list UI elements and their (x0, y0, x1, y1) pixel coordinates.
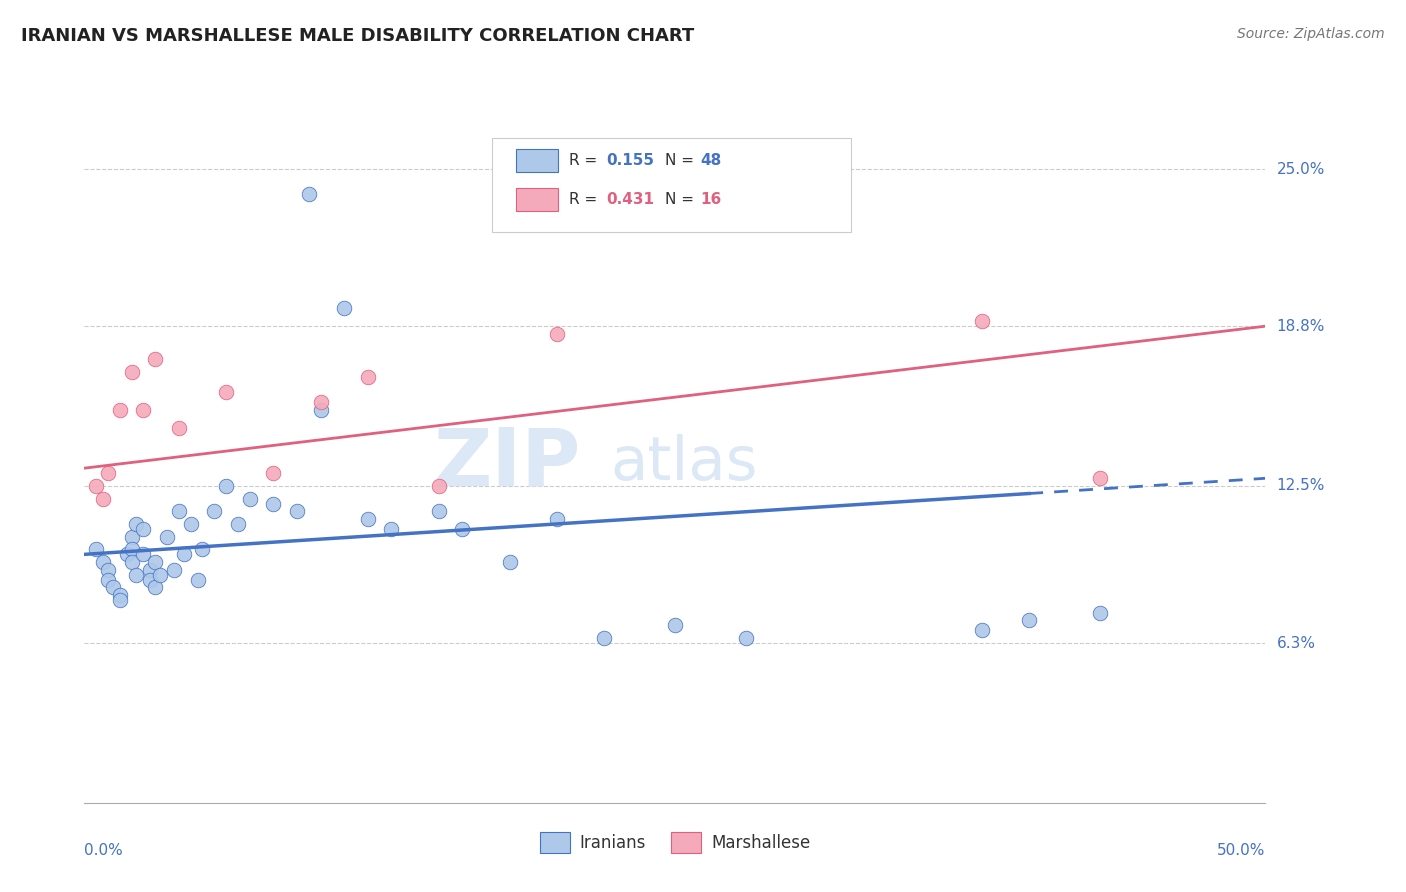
Point (333, 301, 356, 316)
Text: ZIP: ZIP (433, 425, 581, 502)
Point (285, 504, 308, 518)
Text: Source: ZipAtlas.com: Source: ZipAtlas.com (1237, 27, 1385, 41)
Text: 25.0%: 25.0% (1277, 161, 1324, 177)
Point (84, 479, 107, 493)
Point (97, 563, 120, 577)
Text: 48: 48 (700, 153, 721, 168)
Point (187, 573, 209, 587)
Point (163, 563, 186, 577)
Point (664, 618, 686, 632)
Point (91, 555, 114, 569)
Point (546, 512, 568, 526)
Text: 0.155: 0.155 (606, 153, 654, 168)
Point (101, 580, 124, 594)
Text: 16: 16 (700, 193, 721, 207)
Point (121, 530, 143, 544)
Point (125, 516, 148, 531)
Point (427, 479, 450, 493)
Point (121, 542, 143, 557)
Point (173, 547, 195, 561)
Text: R =: R = (569, 193, 603, 207)
Point (143, 352, 166, 367)
Point (115, 547, 138, 561)
Point (1088, 471, 1111, 485)
Point (143, 580, 166, 594)
Point (132, 402, 155, 417)
Text: 12.5%: 12.5% (1277, 478, 1324, 493)
Text: 50.0%: 50.0% (1218, 843, 1265, 857)
Point (226, 516, 249, 531)
Text: 18.8%: 18.8% (1277, 318, 1324, 334)
Point (546, 326, 568, 341)
Point (84, 542, 107, 557)
Point (139, 573, 162, 587)
Legend: Iranians, Marshallese: Iranians, Marshallese (533, 826, 817, 860)
Point (132, 522, 155, 536)
Point (298, 187, 321, 202)
Text: IRANIAN VS MARSHALLESE MALE DISABILITY CORRELATION CHART: IRANIAN VS MARSHALLESE MALE DISABILITY C… (21, 27, 695, 45)
Point (215, 385, 238, 400)
Point (191, 542, 214, 557)
Point (108, 593, 131, 607)
Text: 0.0%: 0.0% (84, 843, 124, 857)
Point (108, 402, 131, 417)
Point (309, 402, 332, 417)
Point (167, 504, 190, 518)
Point (498, 555, 520, 569)
Point (970, 624, 993, 638)
Point (202, 504, 225, 518)
Point (1018, 613, 1040, 627)
Point (97, 573, 120, 587)
Point (156, 530, 179, 544)
Text: 6.3%: 6.3% (1277, 636, 1316, 650)
Point (734, 631, 756, 645)
Point (108, 588, 131, 602)
Point (167, 420, 190, 434)
Text: R =: R = (569, 153, 603, 168)
Point (139, 563, 162, 577)
Point (1088, 606, 1111, 620)
Point (451, 522, 474, 536)
Point (143, 555, 166, 569)
Text: N =: N = (665, 153, 699, 168)
Point (357, 512, 380, 526)
Point (380, 522, 402, 536)
Point (149, 567, 172, 582)
Point (91, 491, 114, 506)
Point (132, 547, 155, 561)
Point (121, 365, 143, 379)
Point (180, 516, 202, 531)
Text: N =: N = (665, 193, 699, 207)
Point (239, 491, 262, 506)
Point (97, 467, 120, 481)
Point (215, 479, 238, 493)
Point (593, 631, 616, 645)
Text: atlas: atlas (610, 434, 758, 492)
Point (121, 555, 143, 569)
Point (357, 370, 380, 384)
Point (427, 504, 450, 518)
Point (309, 395, 332, 409)
Point (262, 497, 284, 511)
Point (125, 567, 148, 582)
Point (262, 467, 284, 481)
Point (970, 314, 993, 328)
Text: 0.431: 0.431 (606, 193, 654, 207)
